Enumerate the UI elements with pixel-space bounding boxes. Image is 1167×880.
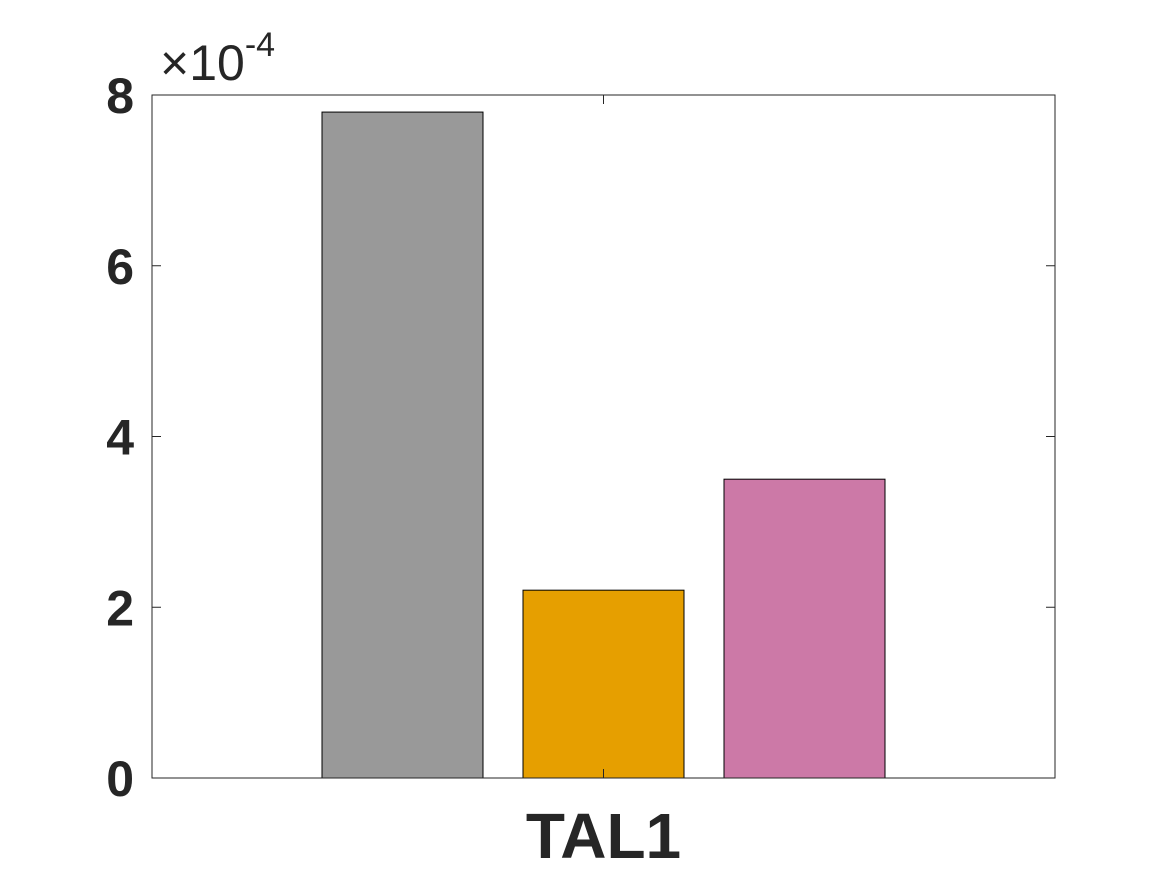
- x-category-label: TAL1: [526, 800, 681, 872]
- y-tick-label: 4: [106, 410, 134, 466]
- y-tick-label: 2: [106, 580, 134, 636]
- y-tick-label: 8: [106, 68, 134, 124]
- bar-series-2: [522, 589, 685, 779]
- ticks-layer: [152, 94, 1055, 779]
- y-exponent-times: ×10: [160, 35, 245, 91]
- bar-series-3: [723, 478, 886, 779]
- y-tick-label: 0: [106, 751, 134, 807]
- bar-series-1: [321, 111, 484, 779]
- labels-layer: 0 2 4 6 8 TAL1: [106, 68, 681, 872]
- y-tick-label: 6: [106, 239, 134, 295]
- bars-layer: [321, 111, 886, 779]
- y-exponent-label: ×10-4: [160, 26, 275, 91]
- y-exponent-power: -4: [245, 26, 275, 64]
